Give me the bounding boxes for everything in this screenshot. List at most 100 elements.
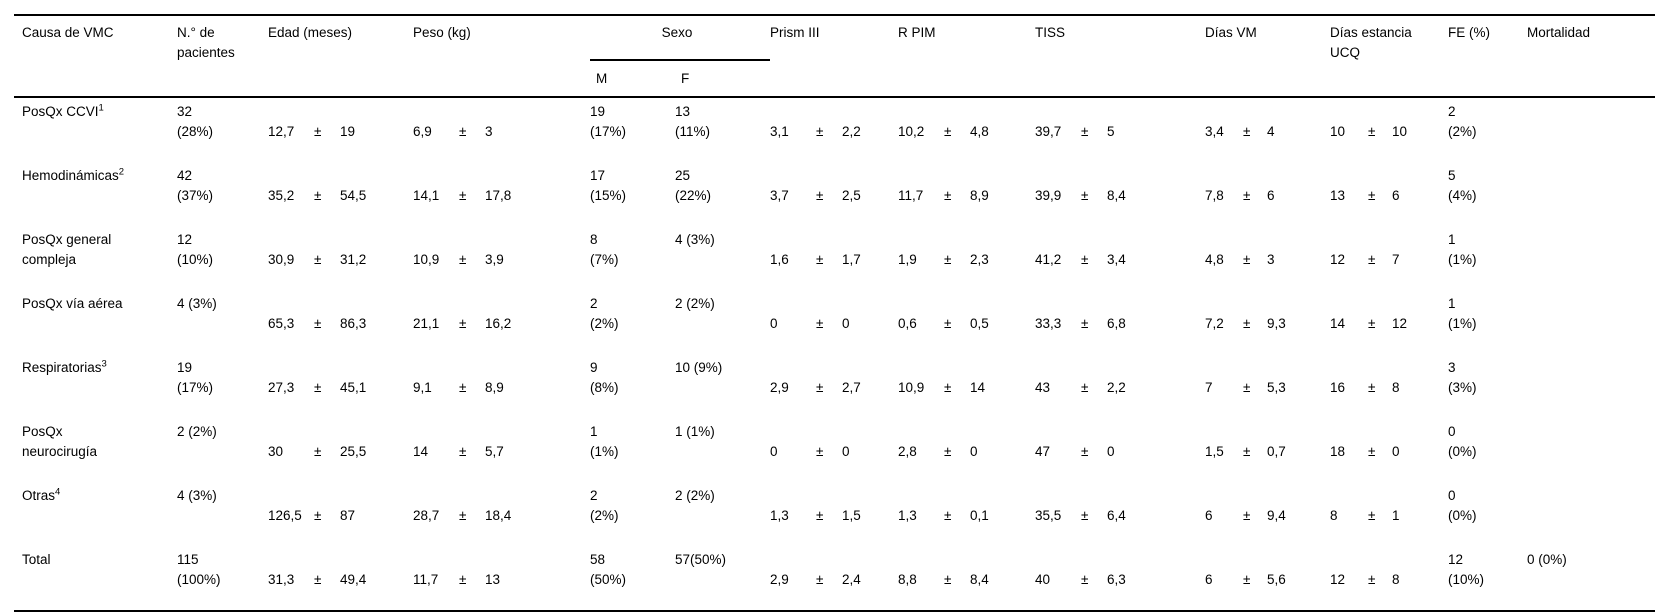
sd-value: 3,9: [485, 252, 504, 267]
sd-value: 6: [1267, 188, 1275, 203]
table-header: Causa de VMC N.° de pacientes Edad (mese…: [14, 15, 1655, 98]
cell-causa: PosQx neurocirugía: [14, 418, 177, 482]
mean-value: 10: [1330, 124, 1346, 139]
table-row: PosQx vía aérea 4 (3%) 65,3 ±86,3 21,1 ±16…: [14, 290, 1655, 354]
cell-mortalidad: [1527, 290, 1655, 354]
mean-value: 13: [1330, 188, 1346, 203]
cell-n-pacientes: 19 (17%): [177, 360, 214, 395]
mean-sd-value: 4,8 ±3: [1205, 250, 1324, 270]
mean-value: 2,8: [898, 444, 917, 459]
plus-minus-sign: ±: [1243, 444, 1251, 459]
sd-value: 16,2: [485, 316, 512, 331]
cell-sexo-m: 17 (15%): [590, 168, 627, 203]
cell-dias-estancia-ucq: 13 ±6: [1330, 162, 1448, 226]
plus-minus-sign: ±: [1368, 124, 1376, 139]
cell-mortalidad: [1527, 482, 1655, 546]
cell-dias-vm: 7,2 ±9,3: [1205, 290, 1330, 354]
plus-minus-sign: ±: [944, 124, 952, 139]
mean-value: 3,4: [1205, 124, 1224, 139]
col-header-dias-estancia-ucq: Días estancia UCQ: [1330, 15, 1448, 98]
mean-sd-value: 10,9 ±14: [898, 378, 1029, 398]
sd-value: 4: [1267, 124, 1275, 139]
mean-value: 43: [1035, 380, 1051, 395]
mean-sd-value: 12,7 ±19: [268, 122, 407, 142]
sd-value: 54,5: [340, 188, 367, 203]
cell-fe: 5 (4%): [1448, 168, 1477, 203]
plus-minus-sign: ±: [1081, 572, 1089, 587]
cell-r-pim: 1,3 ±0,1: [898, 482, 1035, 546]
plus-minus-sign: ±: [314, 188, 322, 203]
mean-value: 7,2: [1205, 316, 1224, 331]
mean-sd-value: 35,2 ±54,5: [268, 186, 407, 206]
cause-label: Hemodinámicas: [22, 168, 119, 183]
plus-minus-sign: ±: [1368, 188, 1376, 203]
cell-tiss: 35,5 ±6,4: [1035, 482, 1205, 546]
plus-minus-sign: ±: [1368, 572, 1376, 587]
sd-value: 87: [340, 508, 356, 523]
sd-value: 0: [842, 444, 850, 459]
table-row: PosQx general compleja 12 (10%) 30,9 ±31,…: [14, 226, 1655, 290]
sd-value: 10: [1392, 124, 1408, 139]
table-row: PosQx CCVI1 32 (28%) 12,7 ±19 6,9 ±3 19 (1…: [14, 97, 1655, 162]
sd-value: 8: [1392, 380, 1400, 395]
plus-minus-sign: ±: [459, 124, 467, 139]
mean-sd-value: 126,5 ±87: [268, 506, 407, 526]
cell-dias-vm: 3,4 ±4: [1205, 97, 1330, 162]
mean-value: 30,9: [268, 252, 295, 267]
col-header-peso: Peso (kg): [413, 15, 590, 98]
cause-label: PosQx neurocirugía: [22, 424, 98, 459]
cell-dias-vm: 1,5 ±0,7: [1205, 418, 1330, 482]
mean-sd-value: 18 ±0: [1330, 442, 1442, 462]
mean-value: 126,5: [268, 508, 302, 523]
cause-label: PosQx CCVI: [22, 104, 99, 119]
sd-value: 8,9: [485, 380, 504, 395]
cell-tiss: 47 ±0: [1035, 418, 1205, 482]
mean-sd-value: 40 ±6,3: [1035, 570, 1199, 590]
col-header-sexo-m: M: [590, 60, 675, 98]
mean-value: 39,7: [1035, 124, 1062, 139]
mean-value: 1,3: [770, 508, 789, 523]
cell-edad: 31,3 ±49,4: [268, 546, 413, 611]
mean-sd-value: 11,7 ±8,9: [898, 186, 1029, 206]
cell-peso: 6,9 ±3: [413, 97, 590, 162]
cell-causa: Respiratorias3: [14, 354, 177, 418]
cell-fe: 1 (1%): [1448, 296, 1477, 331]
cell-peso: 14 ±5,7: [413, 418, 590, 482]
mean-sd-value: 1,9 ±2,3: [898, 250, 1029, 270]
cell-sexo-m: 8 (7%): [590, 232, 619, 267]
mean-value: 1,9: [898, 252, 917, 267]
sd-value: 2,2: [842, 124, 861, 139]
plus-minus-sign: ±: [1243, 380, 1251, 395]
cell-edad: 27,3 ±45,1: [268, 354, 413, 418]
mean-value: 6,9: [413, 124, 432, 139]
mean-value: 4,8: [1205, 252, 1224, 267]
cell-n-pacientes: 4 (3%): [177, 296, 217, 311]
plus-minus-sign: ±: [314, 252, 322, 267]
sd-value: 0: [1107, 444, 1115, 459]
cell-dias-vm: 4,8 ±3: [1205, 226, 1330, 290]
mean-value: 7,8: [1205, 188, 1224, 203]
mean-sd-value: 3,1 ±2,2: [770, 122, 892, 142]
col-header-tiss: TISS: [1035, 15, 1205, 98]
mean-value: 9,1: [413, 380, 432, 395]
table-row: PosQx neurocirugía 2 (2%) 30 ±25,5 14 ±5,7…: [14, 418, 1655, 482]
mean-sd-value: 2,9 ±2,4: [770, 570, 892, 590]
mean-value: 1,6: [770, 252, 789, 267]
plus-minus-sign: ±: [816, 508, 824, 523]
cell-fe: 3 (3%): [1448, 360, 1477, 395]
mean-sd-value: 2,8 ±0: [898, 442, 1029, 462]
col-header-edad: Edad (meses): [268, 15, 413, 98]
cell-prism-iii: 1,3 ±1,5: [770, 482, 898, 546]
sd-value: 3,4: [1107, 252, 1126, 267]
sd-value: 9,3: [1267, 316, 1286, 331]
mean-value: 12: [1330, 252, 1346, 267]
sd-value: 1,7: [842, 252, 861, 267]
cell-edad: 35,2 ±54,5: [268, 162, 413, 226]
sd-value: 1,5: [842, 508, 861, 523]
cause-label: Total: [22, 552, 51, 567]
mean-value: 41,2: [1035, 252, 1062, 267]
mean-value: 40: [1035, 572, 1051, 587]
sd-value: 12: [1392, 316, 1408, 331]
mean-sd-value: 30,9 ±31,2: [268, 250, 407, 270]
col-header-r-pim: R PIM: [898, 15, 1035, 98]
